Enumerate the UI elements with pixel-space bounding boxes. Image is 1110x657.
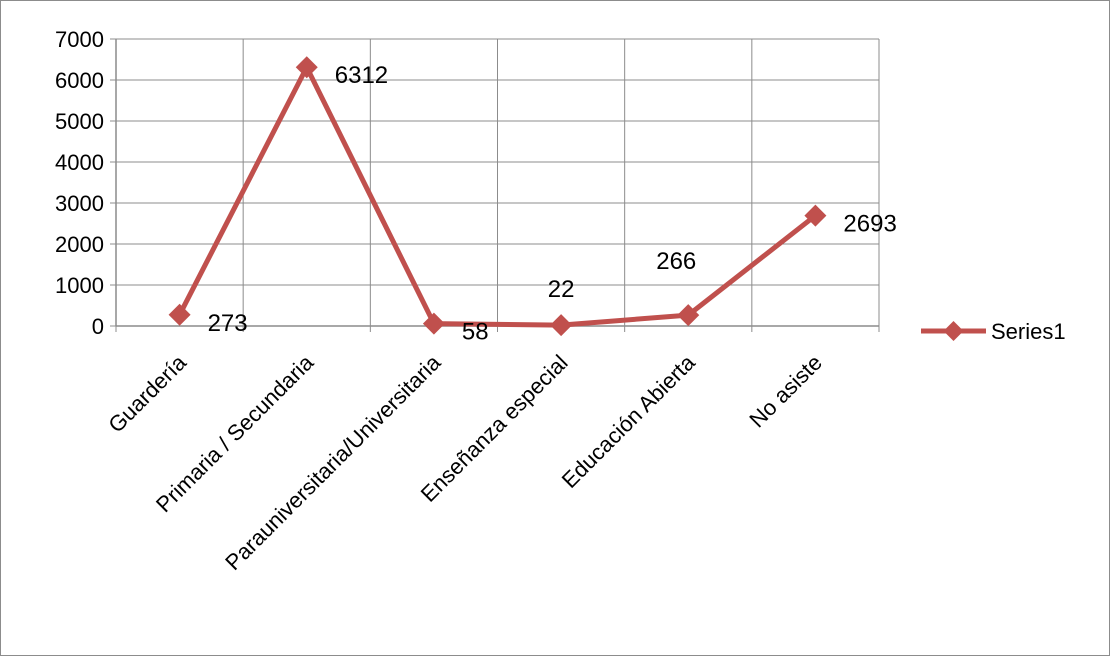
x-tick-label: Guardería [103,349,191,437]
y-tick-label: 5000 [55,109,104,134]
data-label: 2693 [843,211,896,238]
y-tick-label: 7000 [55,27,104,52]
axes [110,38,879,327]
y-tick-label: 6000 [55,68,104,93]
legend: Series1 [921,319,1066,344]
data-point-marker [677,304,700,327]
data-point-marker [550,314,573,337]
legend-marker [943,321,964,341]
data-label: 58 [462,319,489,346]
y-tick-label: 2000 [55,232,104,257]
y-tick-label: 0 [92,314,104,339]
data-label: 6312 [335,62,388,89]
data-point-marker [295,56,318,79]
data-point-marker [804,204,827,227]
y-tick-label: 4000 [55,150,104,175]
data-labels: 273 6312 58 22 266 2693 [208,62,897,345]
x-tick-label: Educación Abierta [557,349,701,493]
series-layer [168,56,827,337]
data-label: 266 [656,248,696,275]
y-tick-labels: 0 1000 2000 3000 4000 5000 6000 7000 [55,27,104,339]
gridlines [115,38,880,332]
series-line [177,64,818,328]
data-point-marker [168,303,191,326]
x-tick-label: No asiste [744,350,827,433]
y-tick-label: 1000 [55,273,104,298]
legend-label: Series1 [991,319,1066,344]
data-label: 22 [548,276,575,303]
y-tick-label: 3000 [55,191,104,216]
data-point-marker [422,312,445,335]
x-tick-label: Parauniversitaria/Universitaria [220,349,446,575]
data-label: 273 [208,310,248,337]
